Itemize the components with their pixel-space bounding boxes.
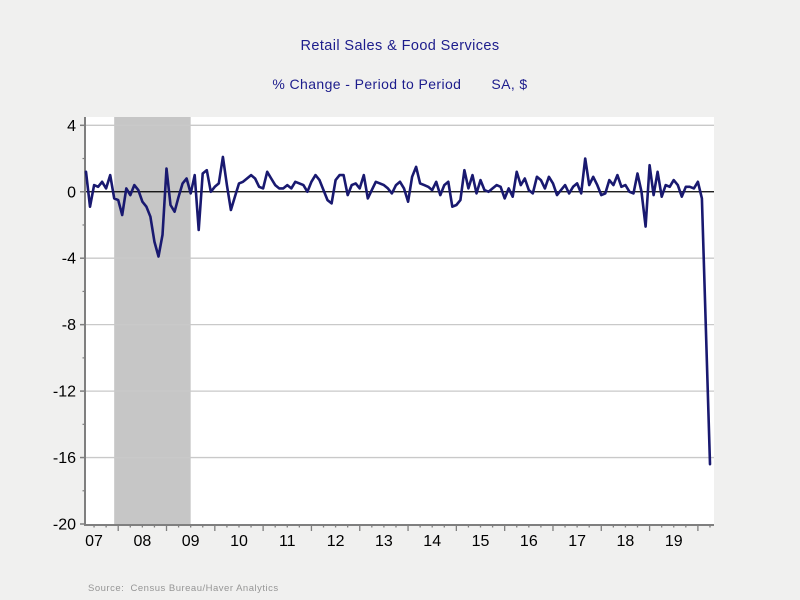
y-tick-label: 0 (67, 184, 76, 201)
x-tick-label: 12 (327, 533, 345, 550)
y-tick-label: -12 (53, 384, 76, 401)
y-tick-label: 4 (67, 118, 76, 135)
recession-band (114, 117, 191, 524)
y-tick-label: -16 (53, 450, 76, 467)
x-tick-label: 14 (423, 533, 441, 550)
x-tick-label: 17 (568, 533, 586, 550)
y-tick-label: -4 (62, 251, 76, 268)
x-tick-label: 08 (133, 533, 151, 550)
page-title: Retail Sales & Food Services (300, 38, 500, 54)
x-tick-label: 07 (85, 533, 103, 550)
units-label: SA, $ (491, 76, 528, 92)
x-tick-label: 09 (182, 533, 200, 550)
data-line (84, 155, 712, 466)
x-tick-label: 13 (375, 533, 393, 550)
x-tick-label: 19 (665, 533, 683, 550)
x-tick-label: 11 (279, 533, 296, 550)
x-tick-label: 10 (230, 533, 248, 550)
x-tick-label: 18 (617, 533, 635, 550)
chart-subtitle: % Change - Period to Period (272, 76, 462, 92)
x-tick-label: 15 (472, 533, 490, 550)
chart-subtitle-row: % Change - Period to Period SA, $ (0, 76, 800, 92)
source-note: Source: Census Bureau/Haver Analytics (88, 583, 279, 594)
y-tick-label: -20 (53, 517, 76, 534)
y-tick-label: -8 (62, 317, 76, 334)
x-tick-label: 16 (520, 533, 538, 550)
